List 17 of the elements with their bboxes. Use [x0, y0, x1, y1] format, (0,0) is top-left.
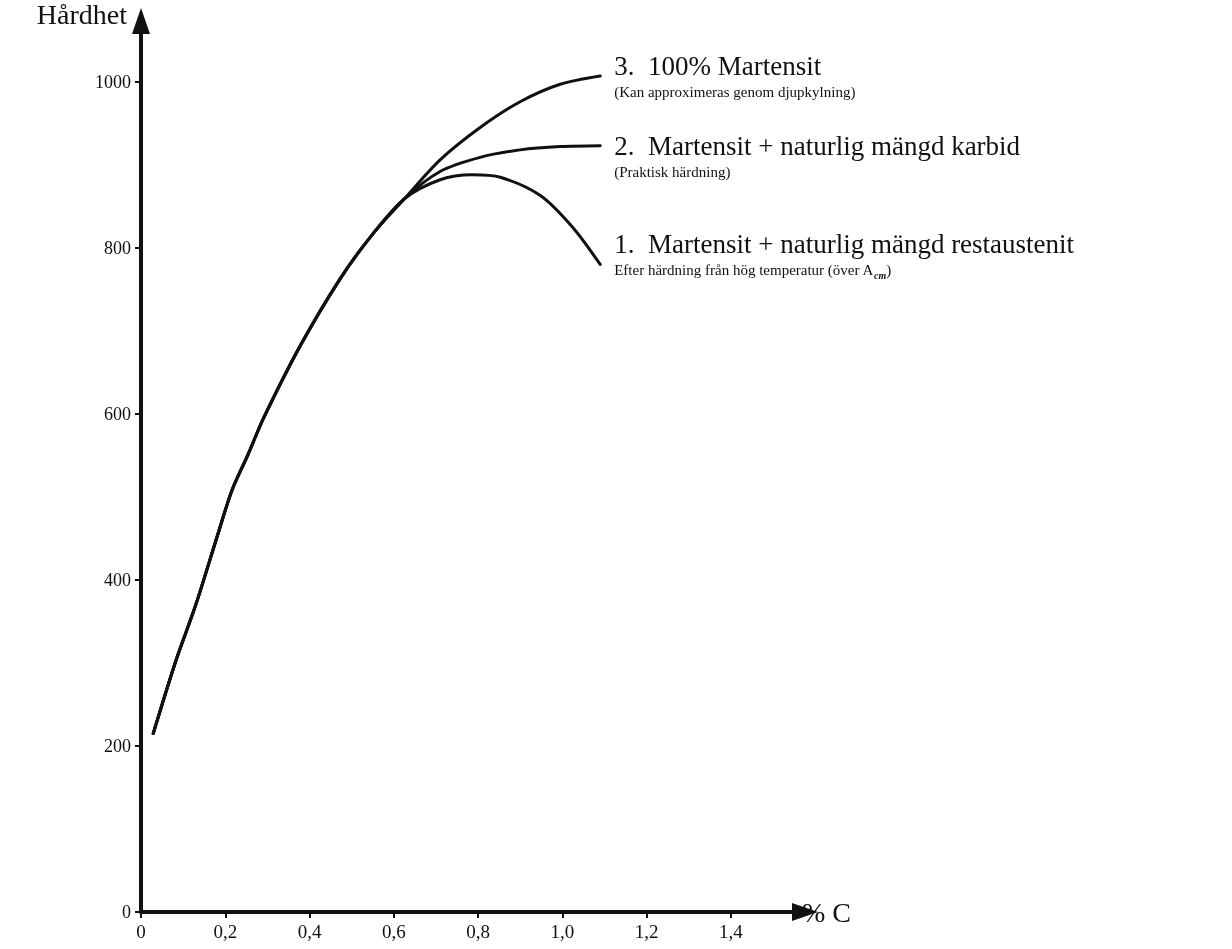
y-tick-label: 800 — [104, 237, 131, 258]
y-tick-label: 400 — [104, 569, 131, 590]
y-tick-label: 0 — [122, 902, 131, 922]
y-tick-label: 600 — [104, 403, 131, 424]
x-tick-label: 1,0 — [550, 921, 575, 942]
x-tick-label: 0,8 — [466, 921, 490, 942]
y-tick-label: 200 — [104, 735, 131, 756]
x-tick-label: 0,4 — [297, 921, 322, 942]
x-tick-label: 0 — [136, 921, 146, 942]
x-tick-label: 0,6 — [381, 921, 406, 942]
y-tick-label: 1000 — [95, 71, 131, 92]
y-axis-title: Hårdhet — [36, 0, 128, 30]
series-label: 3. 100% Martensit (Kan approximeras genom djupkylning) — [614, 51, 856, 101]
x-tick-label: 1,2 — [634, 921, 659, 942]
x-tick-label: 1,4 — [718, 921, 744, 942]
series-label: 2. Martensit + naturlig mängd karbid (Praktisk härdning) — [614, 130, 1021, 181]
x-tick-label: 0,2 — [213, 921, 238, 942]
